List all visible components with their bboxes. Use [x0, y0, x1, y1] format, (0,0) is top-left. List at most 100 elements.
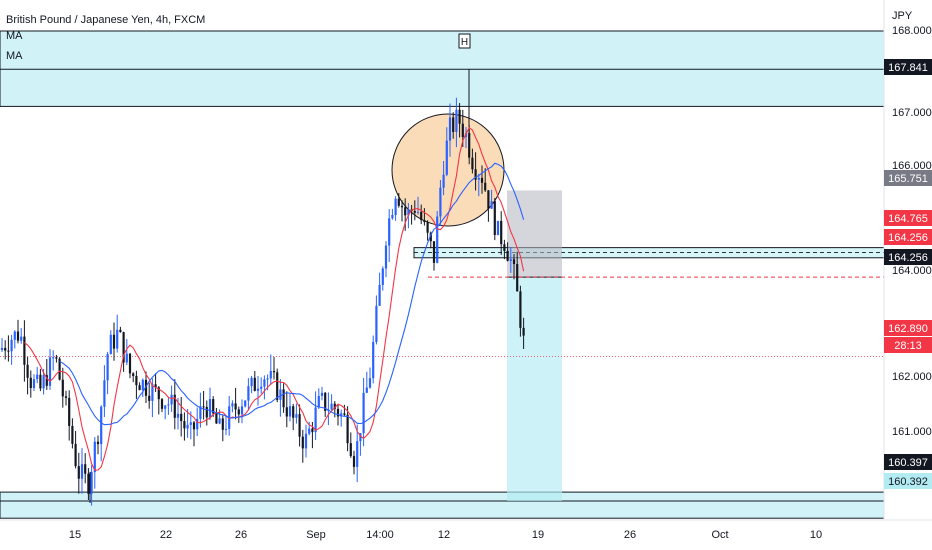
candle-body	[167, 404, 170, 406]
candle-body	[29, 377, 32, 389]
candle-body	[183, 421, 186, 429]
candle-body	[26, 364, 29, 378]
candle-body	[391, 215, 394, 219]
x-tick-label: 26	[624, 529, 636, 541]
candle-body	[266, 378, 269, 380]
candle-body	[500, 220, 503, 245]
candle-body	[506, 250, 509, 261]
candle-body	[301, 436, 304, 449]
candle-body	[420, 211, 423, 221]
price-tag-bg	[884, 249, 932, 265]
candle-body	[256, 388, 260, 391]
ma-fast-line	[24, 126, 525, 471]
candle-body	[68, 397, 71, 426]
candle-body	[503, 244, 506, 251]
candle-body	[160, 399, 164, 409]
candle-body	[231, 403, 234, 407]
candle-body	[260, 386, 263, 389]
candle-body	[512, 259, 516, 265]
candle-body	[228, 406, 231, 429]
candle-body	[80, 464, 84, 479]
candle-body	[269, 370, 272, 379]
price-tag-bg	[884, 229, 932, 245]
candle-body	[516, 264, 519, 292]
candle-body	[237, 409, 240, 415]
candle-body	[74, 443, 77, 467]
candle-body	[429, 232, 432, 242]
candle-body	[298, 414, 301, 437]
candle-body	[0, 347, 4, 350]
candle-body	[20, 336, 23, 341]
demand-zone	[0, 491, 885, 519]
x-tick-label: 10	[810, 529, 822, 541]
candle-body	[330, 403, 333, 410]
symbol-title[interactable]: British Pound / Japanese Yen, 4h, FXCM	[6, 14, 206, 26]
candle-body	[349, 443, 352, 457]
candle-body	[461, 123, 464, 138]
candle-body	[138, 385, 141, 391]
candle-body	[247, 386, 250, 401]
candle-body	[343, 413, 346, 415]
price-tag-label: 162.890	[888, 323, 928, 335]
highlight-circle	[391, 113, 505, 227]
price-tag-label: 28:13	[894, 340, 922, 352]
candle-body	[212, 399, 215, 414]
candle-body	[295, 414, 298, 418]
candle-body	[4, 347, 7, 351]
candle-body	[442, 174, 445, 188]
high-marker-box	[458, 33, 471, 49]
y-tick-label: 162.000	[892, 371, 932, 383]
candle-body	[384, 245, 388, 269]
candle-body	[250, 377, 253, 387]
ma-legend-2[interactable]: MA	[6, 50, 23, 62]
stop-loss-box	[507, 190, 562, 278]
candle-body	[202, 406, 205, 408]
y-tick-label: 167.000	[892, 107, 932, 119]
candle-body	[272, 370, 276, 373]
candle-body	[477, 177, 480, 180]
candle-body	[116, 329, 119, 349]
price-tag-label: 164.256	[888, 252, 928, 264]
candle-body	[32, 379, 36, 389]
candle-body	[519, 291, 522, 328]
candle-body	[215, 413, 218, 424]
candle-body	[234, 403, 237, 410]
candle-body	[10, 339, 13, 352]
candle-body	[144, 379, 148, 396]
price-tag-bg	[884, 454, 932, 470]
candle-body	[71, 425, 74, 444]
candle-body	[39, 374, 42, 389]
candle-body	[87, 473, 90, 494]
candle-body	[474, 169, 477, 180]
candle-body	[112, 334, 116, 349]
candle-body	[407, 209, 410, 216]
candle-body	[458, 109, 461, 124]
x-tick-label: Oct	[711, 529, 728, 541]
ma-slow-line	[59, 162, 525, 426]
candle-body	[308, 428, 311, 434]
candle-body	[426, 222, 429, 233]
candle-body	[292, 406, 295, 418]
candle-body	[468, 133, 471, 158]
ma-legend-1[interactable]: MA	[6, 30, 23, 42]
x-tick-label: 22	[160, 529, 172, 541]
price-tag-label: 160.397	[888, 457, 928, 469]
x-tick-label: 19	[532, 529, 544, 541]
candle-body	[48, 357, 52, 386]
candle-body	[90, 472, 93, 494]
price-tag-bg	[884, 337, 932, 353]
candle-body	[359, 433, 362, 442]
candle-body	[378, 284, 381, 306]
candle-body	[218, 418, 221, 424]
price-tag-bg	[884, 59, 932, 75]
candle-body	[154, 384, 157, 388]
candle-body	[487, 190, 490, 209]
order-block-zone	[413, 247, 885, 259]
candle-body	[52, 357, 55, 359]
candle-body	[186, 424, 189, 429]
candle-body	[416, 211, 420, 213]
candle-body	[7, 350, 10, 352]
y-tick-label: 166.000	[892, 160, 932, 172]
candle-body	[362, 392, 365, 434]
